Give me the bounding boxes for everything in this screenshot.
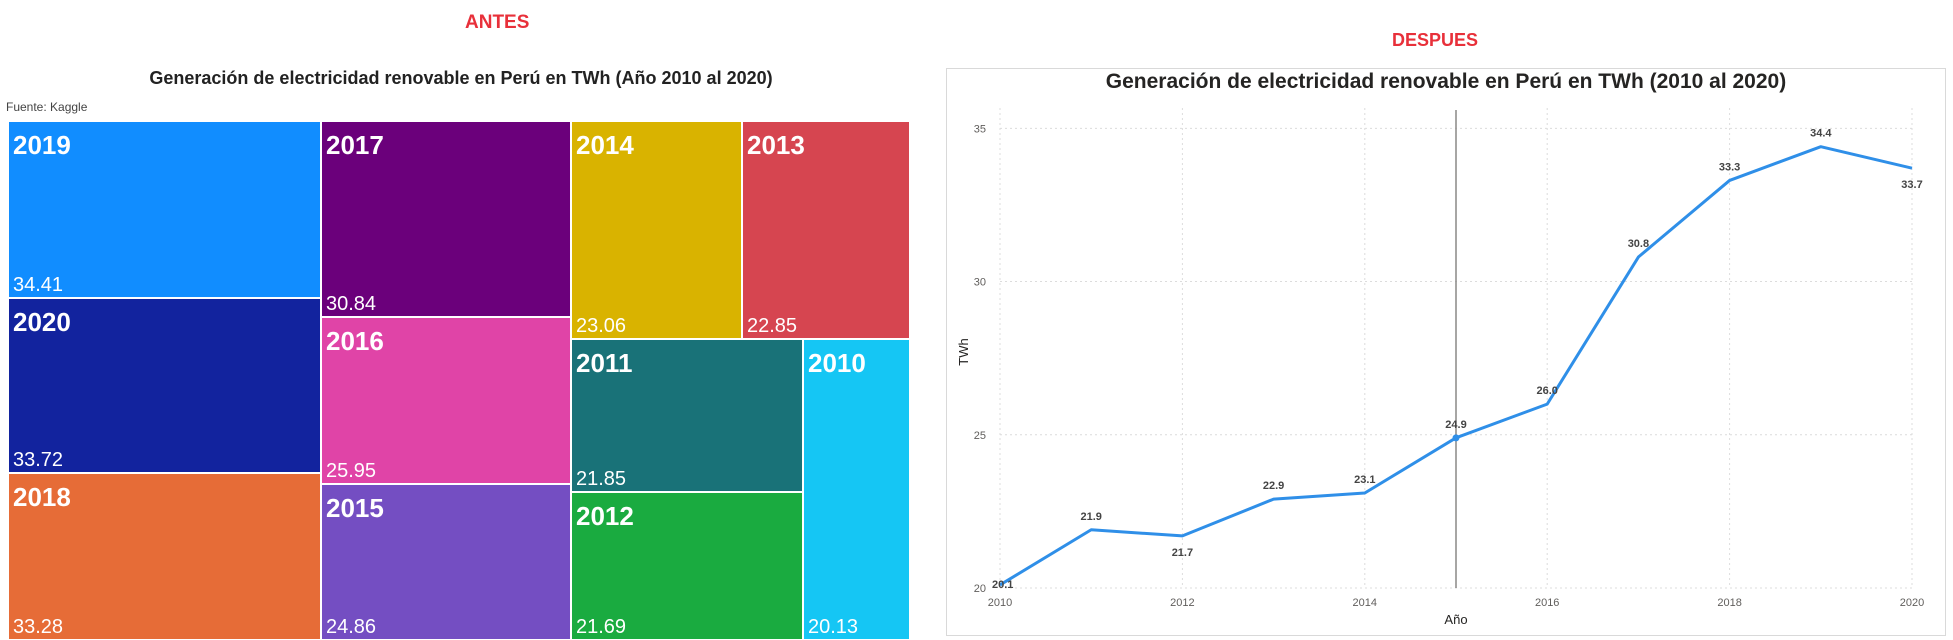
treemap-tile-2018[interactable]: 2018 33.28 [8,473,321,640]
treemap-tile-value: 33.28 [13,616,64,638]
data-label: 21.9 [1080,511,1101,523]
treemap-tile-2016[interactable]: 2016 25.95 [321,317,571,484]
treemap-tile-value: 34.41 [13,274,64,296]
treemap-title: Generación de electricidad renovable en … [149,68,773,88]
treemap-tile-2013[interactable]: 2013 22.85 [742,121,910,339]
treemap-tile-2011[interactable]: 2011 21.85 [571,339,803,492]
data-label: 33.7 [1901,179,1922,191]
treemap-tile-value: 21.85 [576,468,627,490]
data-label: 26.0 [1536,385,1557,397]
data-label: 34.4 [1810,128,1832,140]
treemap-tile-value: 20.13 [808,616,859,638]
treemap-tile-year: 2018 [13,482,71,512]
treemap-tile-year: 2012 [576,501,634,531]
x-tick-label: 2014 [1353,597,1377,609]
treemap-source: Fuente: Kaggle [6,100,88,114]
line-chart-title: Generación de electricidad renovable en … [1105,70,1787,93]
y-tick-label: 35 [974,123,986,135]
treemap-tile-value: 25.95 [326,460,377,482]
treemap-tile-2014[interactable]: 2014 23.06 [571,121,742,339]
treemap-tile-year: 2011 [576,348,633,378]
data-label: 21.7 [1172,547,1193,559]
x-tick-label: 2016 [1535,597,1559,609]
treemap-tile-value: 30.84 [326,293,377,315]
treemap-tile-2012[interactable]: 2012 21.69 [571,492,803,640]
treemap-tile-value: 33.72 [13,449,64,471]
treemap-tile-2017[interactable]: 2017 30.84 [321,121,571,317]
antes-label: ANTES [465,12,530,33]
x-tick-label: 2010 [988,597,1012,609]
treemap-tile-value: 21.69 [576,616,627,638]
treemap-tile-year: 2017 [326,130,384,160]
treemap-tile-2019[interactable]: 2019 34.41 [8,121,321,298]
treemap-tile-year: 2019 [13,130,71,160]
y-tick-label: 30 [974,277,986,289]
y-tick-label: 25 [974,430,986,442]
treemap-tile-2010[interactable]: 2010 20.13 [803,339,910,640]
x-tick-label: 2018 [1717,597,1741,609]
data-label: 23.1 [1354,474,1375,486]
data-label: 30.8 [1628,238,1649,250]
x-tick-label: 2020 [1900,597,1924,609]
y-tick-label: 20 [974,583,986,595]
treemap-tile-year: 2020 [13,307,71,337]
treemap-tile-value: 22.85 [747,315,798,337]
despues-label: DESPUES [1392,30,1479,50]
treemap-tile-year: 2015 [326,493,384,523]
data-label: 20.1 [992,579,1013,591]
treemap-tile-value: 23.06 [576,315,627,337]
data-label: 33.3 [1719,161,1740,173]
treemap-tile-year: 2014 [576,130,634,160]
treemap-tile-year: 2016 [326,326,384,356]
x-tick-label: 2012 [1170,597,1194,609]
treemap-tile-2015[interactable]: 2015 24.86 [321,484,571,640]
y-axis-title: TWh [956,338,971,365]
treemap-tile-2020[interactable]: 2020 33.72 [8,298,321,473]
treemap-tile-year: 2010 [808,348,866,378]
data-label: 22.9 [1263,480,1284,492]
data-label: 24.9 [1445,419,1466,431]
x-axis-title: Año [1444,612,1467,627]
treemap-tile-year: 2013 [747,130,805,160]
data-point-marker [1452,434,1460,442]
treemap-tile-value: 24.86 [326,616,377,638]
